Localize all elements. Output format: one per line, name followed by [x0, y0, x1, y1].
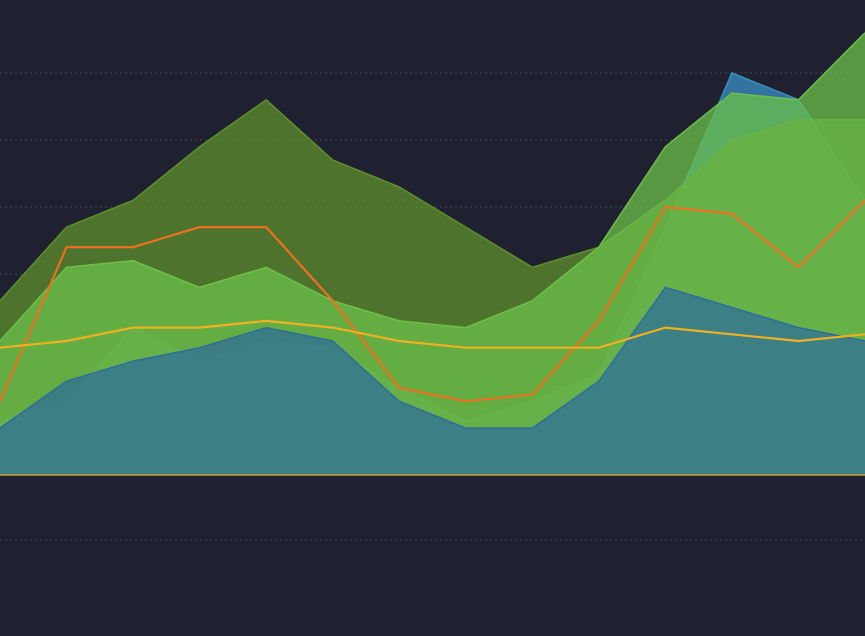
area-edge [0, 286, 865, 429]
line [0, 319, 865, 349]
line [0, 199, 865, 403]
area-edge [0, 32, 865, 342]
area [0, 287, 865, 475]
